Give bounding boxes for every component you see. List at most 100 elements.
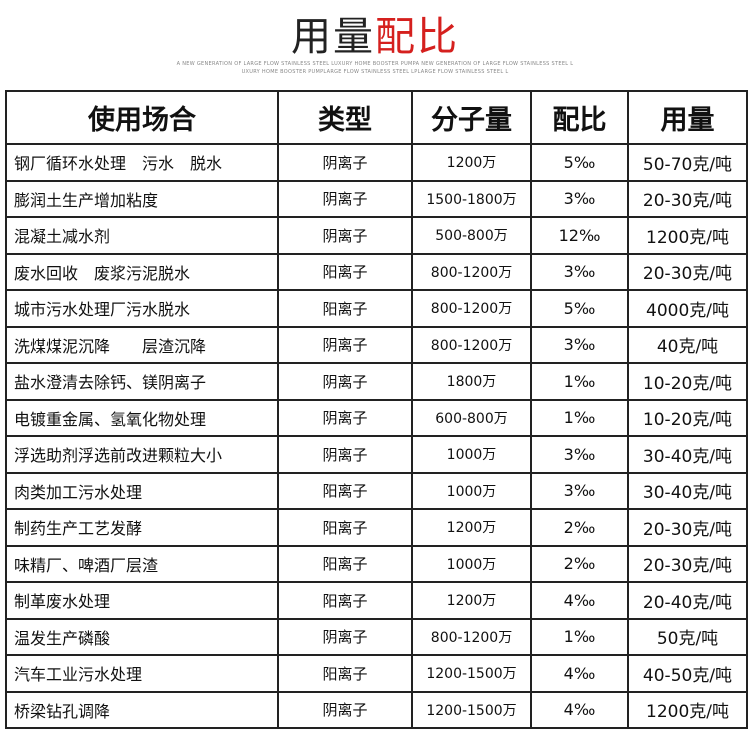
subtitle-line: UXURY HOME BOOSTER PUMPLARGE FLOW STAINL… bbox=[241, 69, 509, 75]
table-row: 钢厂循环水处理 污水 脱水 阴离子 1200万 5‰ 50-70克/吨 bbox=[5, 143, 748, 182]
cell-type: 阴离子 bbox=[277, 216, 413, 255]
table-row: 浮选助剂浮选前改进颗粒大小 阴离子 1000万 3‰ 30-40克/吨 bbox=[5, 435, 748, 474]
cell-molecular-weight: 800-1200万 bbox=[411, 289, 532, 328]
cell-dosage: 4000克/吨 bbox=[627, 289, 748, 328]
cell-type: 阳离子 bbox=[277, 581, 413, 620]
cell-molecular-weight: 1000万 bbox=[411, 544, 532, 583]
cell-ratio: 3‰ bbox=[530, 179, 629, 218]
header-application: 使用场合 bbox=[5, 90, 279, 145]
cell-ratio: 3‰ bbox=[530, 325, 629, 364]
cell-application: 汽车工业污水处理 bbox=[5, 654, 279, 693]
cell-application: 钢厂循环水处理 污水 脱水 bbox=[5, 143, 279, 182]
table-row: 膨润土生产增加粘度 阴离子 1500-1800万 3‰ 20-30克/吨 bbox=[5, 179, 748, 218]
cell-molecular-weight: 1200万 bbox=[411, 581, 532, 620]
cell-ratio: 4‰ bbox=[530, 654, 629, 693]
cell-type: 阴离子 bbox=[277, 435, 413, 474]
page-title: 用量配比 bbox=[0, 4, 750, 62]
cell-application: 味精厂、啤酒厂层渣 bbox=[5, 544, 279, 583]
cell-dosage: 20-30克/吨 bbox=[627, 252, 748, 291]
cell-dosage: 50-70克/吨 bbox=[627, 143, 748, 182]
table-row: 味精厂、啤酒厂层渣 阳离子 1000万 2‰ 20-30克/吨 bbox=[5, 544, 748, 583]
cell-molecular-weight: 1000万 bbox=[411, 435, 532, 474]
cell-dosage: 20-30克/吨 bbox=[627, 179, 748, 218]
header-dosage: 用量 bbox=[627, 90, 748, 145]
cell-type: 阴离子 bbox=[277, 398, 413, 437]
table-row: 肉类加工污水处理 阳离子 1000万 3‰ 30-40克/吨 bbox=[5, 471, 748, 510]
cell-type: 阳离子 bbox=[277, 544, 413, 583]
cell-molecular-weight: 800-1200万 bbox=[411, 325, 532, 364]
cell-molecular-weight: 1500-1800万 bbox=[411, 179, 532, 218]
title-part-ratio: 配比 bbox=[375, 14, 459, 60]
cell-ratio: 12‰ bbox=[530, 216, 629, 255]
table-row: 桥梁钻孔调降 阴离子 1200-1500万 4‰ 1200克/吨 bbox=[5, 690, 748, 729]
cell-application: 肉类加工污水处理 bbox=[5, 471, 279, 510]
cell-dosage: 20-30克/吨 bbox=[627, 544, 748, 583]
cell-application: 膨润土生产增加粘度 bbox=[5, 179, 279, 218]
cell-application: 电镀重金属、氢氧化物处理 bbox=[5, 398, 279, 437]
cell-ratio: 5‰ bbox=[530, 143, 629, 182]
cell-application: 洗煤煤泥沉降 层渣沉降 bbox=[5, 325, 279, 364]
cell-ratio: 4‰ bbox=[530, 581, 629, 620]
cell-molecular-weight: 1200-1500万 bbox=[411, 690, 532, 729]
table-row: 制革废水处理 阳离子 1200万 4‰ 20-40克/吨 bbox=[5, 581, 748, 620]
cell-application: 城市污水处理厂污水脱水 bbox=[5, 289, 279, 328]
cell-molecular-weight: 1200万 bbox=[411, 508, 532, 547]
cell-dosage: 50克/吨 bbox=[627, 617, 748, 656]
header-molecular-weight: 分子量 bbox=[411, 90, 532, 145]
cell-application: 制革废水处理 bbox=[5, 581, 279, 620]
table-row: 城市污水处理厂污水脱水 阳离子 800-1200万 5‰ 4000克/吨 bbox=[5, 289, 748, 328]
cell-molecular-weight: 800-1200万 bbox=[411, 252, 532, 291]
table-row: 电镀重金属、氢氧化物处理 阴离子 600-800万 1‰ 10-20克/吨 bbox=[5, 398, 748, 437]
cell-ratio: 5‰ bbox=[530, 289, 629, 328]
cell-dosage: 1200克/吨 bbox=[627, 216, 748, 255]
cell-type: 阳离子 bbox=[277, 508, 413, 547]
cell-type: 阴离子 bbox=[277, 325, 413, 364]
cell-dosage: 30-40克/吨 bbox=[627, 471, 748, 510]
cell-ratio: 3‰ bbox=[530, 471, 629, 510]
cell-application: 盐水澄清去除钙、镁阴离子 bbox=[5, 362, 279, 401]
cell-ratio: 1‰ bbox=[530, 617, 629, 656]
subtitle-line: A NEW GENERATION OF LARGE FLOW STAINLESS… bbox=[176, 61, 574, 67]
cell-application: 制药生产工艺发酵 bbox=[5, 508, 279, 547]
table-row: 温发生产磷酸 阴离子 800-1200万 1‰ 50克/吨 bbox=[5, 617, 748, 656]
cell-molecular-weight: 500-800万 bbox=[411, 216, 532, 255]
cell-ratio: 2‰ bbox=[530, 544, 629, 583]
cell-molecular-weight: 600-800万 bbox=[411, 398, 532, 437]
cell-type: 阳离子 bbox=[277, 471, 413, 510]
cell-application: 桥梁钻孔调降 bbox=[5, 690, 279, 729]
table-row: 废水回收 废浆污泥脱水 阳离子 800-1200万 3‰ 20-30克/吨 bbox=[5, 252, 748, 291]
header-row: 使用场合 类型 分子量 配比 用量 bbox=[5, 90, 748, 145]
table-row: 洗煤煤泥沉降 层渣沉降 阴离子 800-1200万 3‰ 40克/吨 bbox=[5, 325, 748, 364]
header-ratio: 配比 bbox=[530, 90, 629, 145]
cell-application: 浮选助剂浮选前改进颗粒大小 bbox=[5, 435, 279, 474]
subtitle: A NEW GENERATION OF LARGE FLOW STAINLESS… bbox=[0, 60, 750, 76]
cell-type: 阴离子 bbox=[277, 617, 413, 656]
table-row: 制药生产工艺发酵 阳离子 1200万 2‰ 20-30克/吨 bbox=[5, 508, 748, 547]
cell-application: 废水回收 废浆污泥脱水 bbox=[5, 252, 279, 291]
cell-type: 阳离子 bbox=[277, 289, 413, 328]
cell-ratio: 1‰ bbox=[530, 398, 629, 437]
cell-ratio: 2‰ bbox=[530, 508, 629, 547]
cell-dosage: 10-20克/吨 bbox=[627, 398, 748, 437]
cell-application: 混凝土减水剂 bbox=[5, 216, 279, 255]
cell-ratio: 4‰ bbox=[530, 690, 629, 729]
cell-ratio: 3‰ bbox=[530, 252, 629, 291]
cell-type: 阴离子 bbox=[277, 179, 413, 218]
cell-molecular-weight: 1800万 bbox=[411, 362, 532, 401]
cell-dosage: 40克/吨 bbox=[627, 325, 748, 364]
cell-dosage: 20-30克/吨 bbox=[627, 508, 748, 547]
cell-dosage: 1200克/吨 bbox=[627, 690, 748, 729]
cell-type: 阴离子 bbox=[277, 362, 413, 401]
cell-dosage: 40-50克/吨 bbox=[627, 654, 748, 693]
table-row: 盐水澄清去除钙、镁阴离子 阴离子 1800万 1‰ 10-20克/吨 bbox=[5, 362, 748, 401]
cell-ratio: 1‰ bbox=[530, 362, 629, 401]
cell-dosage: 30-40克/吨 bbox=[627, 435, 748, 474]
cell-application: 温发生产磷酸 bbox=[5, 617, 279, 656]
cell-type: 阳离子 bbox=[277, 252, 413, 291]
cell-molecular-weight: 1000万 bbox=[411, 471, 532, 510]
cell-molecular-weight: 1200万 bbox=[411, 143, 532, 182]
cell-type: 阳离子 bbox=[277, 654, 413, 693]
cell-dosage: 10-20克/吨 bbox=[627, 362, 748, 401]
header-type: 类型 bbox=[277, 90, 413, 145]
usage-table: 使用场合 类型 分子量 配比 用量 钢厂循环水处理 污水 脱水 阴离子 1200万 5‰ 50-… bbox=[5, 90, 748, 729]
